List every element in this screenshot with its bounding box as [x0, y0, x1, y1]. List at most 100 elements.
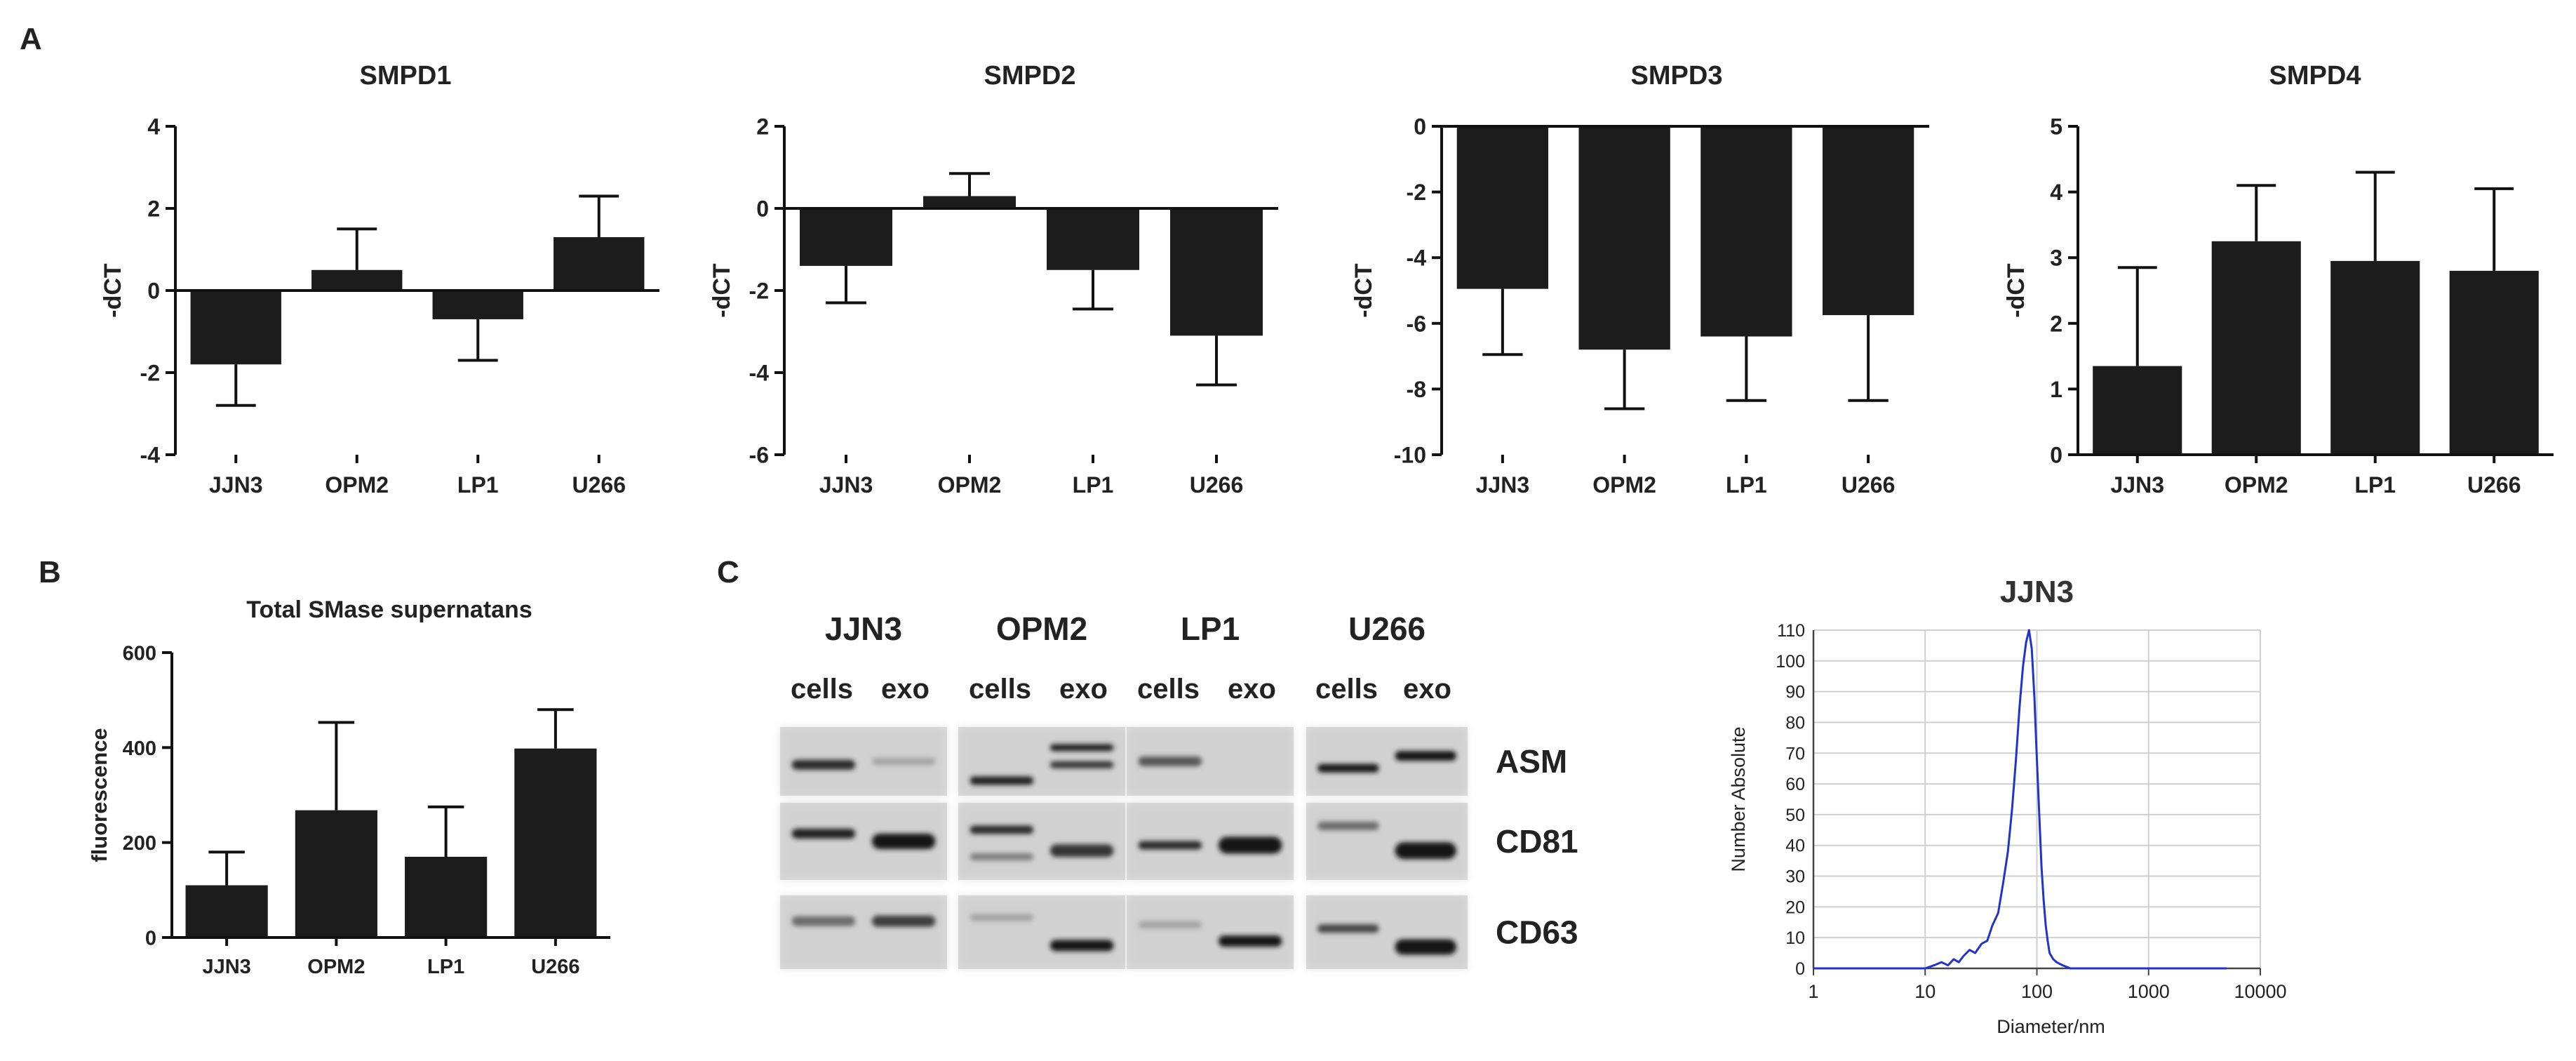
lane-label-cells: cells: [1315, 674, 1378, 705]
cell-line-label: OPM2: [996, 610, 1087, 647]
chart-smpd2: SMPD2 -dCT -6 -4 -2 0 2 JJN3 OPM2 LP1 U266: [709, 61, 1278, 498]
y-tick-label: 50: [1785, 806, 1805, 825]
y-axis-label: -dCT: [100, 263, 126, 318]
blot-band: [970, 914, 1034, 921]
lane-label-exo: exo: [1228, 674, 1276, 705]
blot-image: [958, 727, 1125, 796]
y-tick-label: 70: [1785, 744, 1805, 763]
lane-label-exo: exo: [881, 674, 930, 705]
y-tick-label: 4: [2050, 180, 2062, 205]
blot-band: [1395, 751, 1456, 761]
blot-band: [1049, 844, 1114, 858]
western-blot-panel: JJN3 cells exo OPM2 cells exo LP1 cells exo U266 c…: [780, 610, 1578, 969]
x-tick-label: LP1: [2354, 472, 2396, 498]
blot-band: [970, 853, 1034, 860]
y-tick-label: 10: [1785, 928, 1805, 948]
y-tick-label: 20: [1785, 897, 1805, 917]
blot-band: [1317, 822, 1379, 830]
x-tick-label: OPM2: [325, 472, 389, 498]
bar: [405, 856, 488, 937]
blot-band: [1049, 761, 1114, 768]
y-tick-label: 30: [1785, 867, 1805, 887]
y-tick-label: -8: [1407, 377, 1426, 402]
bar: [554, 236, 645, 291]
bar: [295, 810, 377, 937]
bar: [2093, 366, 2182, 455]
y-tick-label: -6: [749, 443, 769, 468]
x-tick-label: OPM2: [938, 472, 1002, 498]
y-tick-label: 2: [756, 114, 769, 140]
blot-image: [1306, 895, 1468, 969]
x-tick-label: U266: [531, 956, 579, 978]
y-tick-label: 2: [2050, 311, 2062, 336]
chart-title: SMPD4: [2269, 61, 2361, 91]
bar: [2211, 241, 2301, 455]
y-tick-label: 40: [1785, 836, 1805, 856]
y-tick-label: -2: [140, 361, 160, 386]
blot-image: [1306, 803, 1468, 880]
blot-band: [871, 834, 936, 849]
wb-headers: JJN3 cells exo OPM2 cells exo LP1 cells exo U266 c…: [791, 610, 1578, 951]
y-tick-label: 0: [147, 279, 160, 304]
chart-smase: Total SMase supernatans fluorescence 0 200 4…: [87, 596, 610, 978]
y-tick-label: -4: [749, 361, 770, 386]
y-tick-label: -2: [1407, 180, 1426, 205]
x-tick-label: 100: [2021, 981, 2053, 1002]
y-tick-label: -6: [1407, 311, 1426, 336]
blot-image: [780, 895, 947, 969]
x-axis-label: Diameter/nm: [1997, 1016, 2105, 1037]
lane-label-cells: cells: [969, 674, 1031, 705]
x-tick-label: JJN3: [1476, 472, 1530, 498]
lane-label-exo: exo: [1403, 674, 1451, 705]
bar: [514, 748, 597, 937]
y-axis-label: -dCT: [1350, 263, 1377, 318]
blot-band: [791, 759, 856, 770]
blot-smear: [780, 895, 947, 969]
bar: [432, 291, 523, 319]
wb-blots: [780, 727, 1468, 969]
y-axis-label: -dCT: [709, 263, 735, 318]
chart-title: SMPD2: [984, 61, 1076, 91]
y-tick-label: 200: [123, 832, 156, 855]
blot-band: [871, 758, 936, 765]
y-tick-label: 0: [145, 927, 156, 949]
x-tick-label: U266: [1190, 472, 1244, 498]
x-tick-label: LP1: [457, 472, 499, 498]
x-tick-label: JJN3: [209, 472, 263, 498]
y-tick-label: 1: [2050, 377, 2062, 402]
x-tick-label: OPM2: [307, 956, 365, 978]
x-tick-label: JJN3: [202, 956, 250, 978]
blot-image: [1306, 727, 1468, 796]
bar: [1700, 126, 1792, 337]
bar: [190, 291, 281, 365]
y-tick-label: 60: [1785, 775, 1805, 794]
lane-label-cells: cells: [791, 674, 853, 705]
bar: [1170, 208, 1263, 336]
y-tick-label: 0: [1795, 959, 1805, 979]
blot-smear: [1306, 803, 1468, 880]
cell-line-label: JJN3: [825, 610, 902, 647]
lane-label-cells: cells: [1137, 674, 1200, 705]
x-tick-label: 1: [1808, 981, 1818, 1002]
x-tick-label: OPM2: [1592, 472, 1656, 498]
x-tick-label: JJN3: [2111, 472, 2165, 498]
y-tick-label: 0: [1414, 114, 1426, 140]
x-tick-label: U266: [2467, 472, 2521, 498]
marker-label: CD81: [1496, 823, 1578, 860]
x-tick-label: LP1: [1073, 472, 1114, 498]
y-axis-label: fluorescence: [87, 728, 112, 862]
x-tick-label: OPM2: [2225, 472, 2288, 498]
y-tick-label: -4: [140, 443, 161, 468]
y-axis-label: -dCT: [2003, 263, 2030, 318]
panel-label-b: B: [39, 555, 61, 589]
chart-smpd1: SMPD1 -dCT -4 -2 0 2 4 JJN3 OPM2 LP1 U266: [100, 61, 659, 498]
bar: [311, 269, 403, 291]
bar: [2449, 270, 2539, 455]
bar: [1822, 126, 1914, 316]
blot-band: [1317, 924, 1379, 933]
cell-line-label: LP1: [1181, 610, 1240, 647]
x-tick-label: U266: [572, 472, 626, 498]
blot-image: [1127, 727, 1294, 796]
y-axis-label: Number Absolute: [1728, 726, 1749, 872]
